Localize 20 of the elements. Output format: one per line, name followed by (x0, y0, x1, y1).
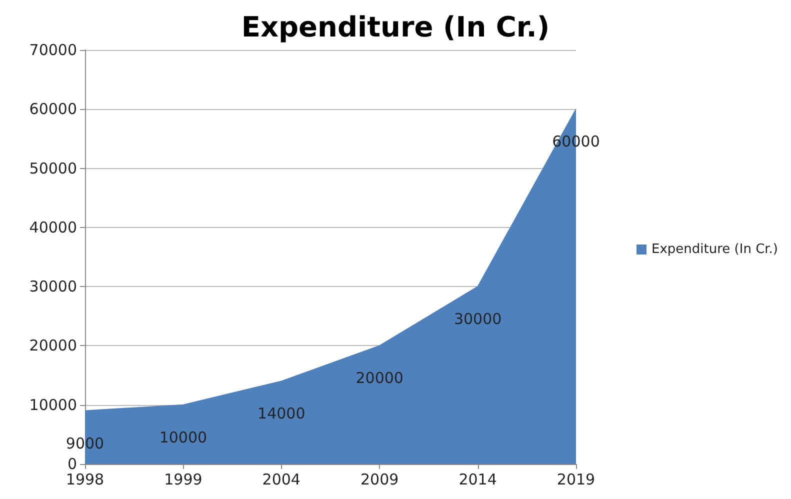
x-tick-label: 2019 (556, 470, 596, 488)
data-label: 30000 (454, 310, 502, 328)
x-tick-label: 1999 (164, 470, 202, 488)
y-tick-label: 70000 (29, 41, 77, 59)
y-tick-label: 10000 (29, 396, 77, 414)
data-label: 14000 (258, 404, 306, 423)
data-label: 20000 (356, 369, 404, 388)
x-tick-label: 2014 (458, 470, 497, 488)
y-tick-label: 50000 (29, 159, 77, 178)
legend-label: Expenditure (In Cr.) (652, 242, 778, 257)
y-tick-label: 20000 (29, 336, 77, 355)
x-tick-label: 2004 (262, 470, 300, 488)
y-tick-label: 40000 (29, 218, 77, 236)
y-tick-label: 60000 (29, 100, 77, 118)
x-tick-label: 1998 (66, 470, 104, 488)
y-tick-label: 0 (67, 455, 77, 473)
chart-title: Expenditure (In Cr.) (241, 10, 550, 44)
y-tick-label: 30000 (29, 278, 77, 296)
data-label: 10000 (159, 428, 208, 446)
x-tick-label: 2009 (360, 470, 399, 488)
